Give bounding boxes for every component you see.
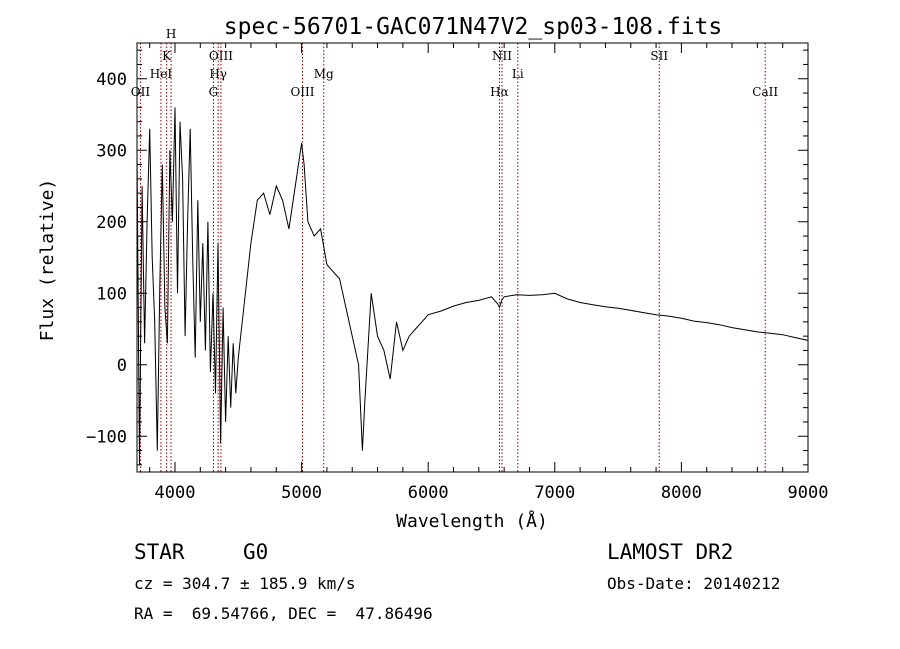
spectral-line-label: OIII [290,85,314,99]
plot-frame [136,42,809,473]
spectral-line-label: CaII [752,85,778,99]
spectral-line-label: SII [650,49,668,63]
y-tick-label: 300 [96,141,127,161]
object-subclass: G0 [243,540,269,564]
spectral-line-label: NII [492,49,512,63]
spectral-line-label: K [162,49,172,63]
y-tick-label: 400 [96,70,127,90]
spectral-line-label: Li [512,67,524,81]
x-tick-label: 8000 [661,483,702,503]
y-tick-label: 100 [96,284,127,304]
spectral-lines [139,43,766,472]
x-tick-label: 9000 [788,483,829,503]
spectrum-plot: spec-56701-GAC071N47V2_sp03-108.fits OII… [37,14,829,532]
ra-dec-coordinates: RA = 69.54766, DEC = 47.86496 [134,604,433,623]
object-class: STAR [134,540,185,564]
spectral-line-label: OII [131,85,151,99]
x-tick-label: 6000 [408,483,449,503]
spectral-line-label: OIII [209,49,233,63]
spectral-line-label: H [166,27,176,41]
x-axis-label: Wavelength (Å) [396,510,548,532]
spectral-line-label: Hγ [209,67,227,81]
spectral-line-label: Mg [314,67,334,81]
y-axis-label: Flux (relative) [37,179,58,342]
redshift-cz: cz = 304.7 ± 185.9 km/s [134,574,356,593]
y-tick-label: −100 [86,427,127,447]
spectrum-series-line [136,107,809,465]
observation-date: Obs-Date: 20140212 [607,574,781,593]
spectral-line-label: HeI [150,67,173,81]
x-tick-label: 7000 [534,483,575,503]
y-axis-ticks: −100 0 100 200 300 400 [86,49,808,466]
spectral-line-label: Hα [490,85,509,99]
survey-name: LAMOST DR2 [607,540,734,564]
y-tick-label: 200 [96,213,127,233]
chart-title: spec-56701-GAC071N47V2_sp03-108.fits [224,14,723,40]
x-tick-label: 4000 [155,483,196,503]
x-axis-ticks: 4000 5000 6000 7000 8000 9000 [149,43,829,503]
x-tick-label: 5000 [281,483,322,503]
y-tick-label: 0 [117,356,127,376]
spectral-line-label: G [209,85,219,99]
